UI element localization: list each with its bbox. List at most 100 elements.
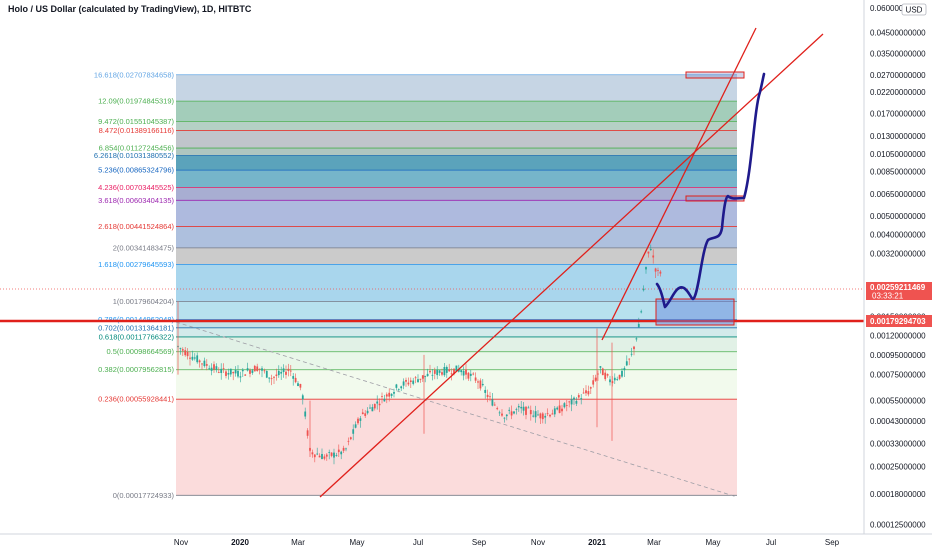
fib-zone-5.236 bbox=[176, 170, 737, 188]
drawings[interactable] bbox=[0, 27, 864, 498]
fib-zone-4.236 bbox=[176, 187, 737, 201]
candle bbox=[316, 447, 319, 456]
candle bbox=[186, 348, 189, 360]
candle bbox=[280, 366, 283, 380]
candle bbox=[246, 362, 249, 372]
candle bbox=[373, 403, 376, 411]
candle bbox=[205, 359, 208, 371]
trendline-main[interactable] bbox=[319, 33, 824, 498]
candle bbox=[369, 404, 371, 409]
price-tick: 0.00012500000 bbox=[870, 520, 926, 529]
fib-label-2.618: 2.618(0.00441524864) bbox=[98, 222, 174, 231]
candle bbox=[318, 453, 321, 458]
candle bbox=[426, 368, 429, 377]
candle bbox=[249, 368, 251, 378]
candle bbox=[609, 375, 611, 386]
candle bbox=[357, 417, 359, 425]
candle bbox=[474, 372, 477, 383]
candle bbox=[347, 437, 350, 446]
candle bbox=[445, 365, 448, 378]
candle bbox=[227, 368, 230, 380]
candle bbox=[539, 412, 542, 424]
candle bbox=[256, 363, 259, 372]
fib-label-6.2618: 6.2618(0.01031380552) bbox=[94, 151, 175, 160]
candle bbox=[225, 369, 227, 379]
fib-label-12.09: 12.09(0.01974845319) bbox=[98, 97, 174, 106]
price-tick: 0.00055000000 bbox=[870, 397, 926, 406]
candle bbox=[484, 386, 487, 399]
fib-label-0: 0(0.00017724933) bbox=[113, 491, 175, 500]
time-tick: Nov bbox=[174, 538, 188, 547]
candle bbox=[525, 406, 527, 420]
fib-zone-0.702 bbox=[176, 327, 737, 337]
candle bbox=[263, 368, 266, 374]
fib-zone-12.09 bbox=[176, 101, 737, 122]
candle bbox=[181, 347, 184, 357]
candle bbox=[340, 450, 343, 460]
time-axis[interactable]: Nov 2020 Mar May Jul Sep Nov 2021 Mar May Jul Sep bbox=[0, 533, 932, 550]
fib-zone-0.786 bbox=[176, 319, 737, 328]
candle bbox=[414, 376, 417, 384]
candle bbox=[311, 449, 314, 458]
fib-zone-1 bbox=[176, 301, 737, 320]
fib-zone-6.2618 bbox=[176, 155, 737, 171]
price-axis[interactable]: 0.06000000000 0.04500000000 0.03500000000 0… bbox=[863, 0, 932, 550]
candle bbox=[565, 399, 568, 412]
candle bbox=[469, 370, 472, 382]
price-tick: 0.00033000000 bbox=[870, 439, 926, 448]
candle bbox=[491, 392, 494, 407]
candle bbox=[258, 368, 261, 375]
candle bbox=[575, 397, 578, 407]
candle bbox=[253, 364, 256, 372]
candle bbox=[376, 395, 379, 410]
candle bbox=[448, 363, 451, 372]
candle bbox=[378, 398, 381, 413]
candle bbox=[563, 402, 566, 409]
candle bbox=[383, 394, 386, 402]
candle bbox=[438, 369, 441, 376]
candle bbox=[642, 285, 645, 292]
projection-path[interactable] bbox=[655, 72, 766, 309]
candle bbox=[659, 270, 662, 277]
currency-button[interactable] bbox=[901, 3, 927, 16]
candle bbox=[304, 407, 307, 420]
candle bbox=[321, 448, 323, 460]
candle bbox=[196, 352, 199, 364]
fib-label-4.236: 4.236(0.00703445525) bbox=[98, 183, 174, 192]
last-price-value: 0.00259211469 bbox=[870, 283, 926, 292]
candle bbox=[364, 410, 367, 419]
price-tick: 0.06000000000 bbox=[870, 4, 926, 13]
price-tick: 0.00400000000 bbox=[870, 231, 926, 240]
time-tick: 2020 bbox=[231, 538, 249, 547]
candle bbox=[580, 393, 583, 405]
candle bbox=[601, 367, 604, 376]
candle bbox=[654, 267, 657, 278]
candle bbox=[234, 366, 237, 377]
target-box-top[interactable] bbox=[685, 71, 745, 79]
candle bbox=[549, 414, 551, 418]
candle bbox=[349, 436, 352, 441]
candle bbox=[313, 454, 316, 463]
fib-zone-3.618 bbox=[176, 200, 737, 227]
candle bbox=[217, 367, 220, 374]
fib-label-0.702: 0.702(0.00131364181) bbox=[98, 323, 174, 332]
candle bbox=[477, 379, 479, 389]
level-price-badge bbox=[866, 315, 932, 327]
price-tick: 0.00095000000 bbox=[870, 351, 926, 360]
candle bbox=[534, 405, 537, 423]
trendline-steep[interactable] bbox=[601, 27, 757, 341]
candle bbox=[486, 389, 489, 403]
candle bbox=[421, 375, 424, 383]
candle bbox=[395, 383, 398, 391]
candle bbox=[215, 363, 218, 373]
candle bbox=[441, 368, 443, 377]
candle bbox=[503, 417, 506, 423]
candle bbox=[239, 371, 242, 383]
candle bbox=[407, 377, 410, 387]
price-tick: 0.00850000000 bbox=[870, 168, 926, 177]
candle bbox=[618, 374, 621, 381]
candle bbox=[498, 410, 501, 416]
candle bbox=[472, 372, 475, 376]
fib-zone-16.618 bbox=[176, 74, 737, 102]
